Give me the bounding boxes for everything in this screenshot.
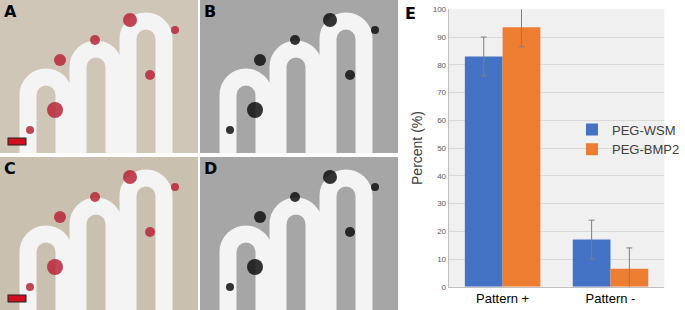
svg-text:50: 50 [437, 144, 446, 153]
svg-text:70: 70 [437, 88, 446, 97]
svg-text:Pattern +: Pattern + [476, 291, 529, 306]
svg-text:90: 90 [437, 33, 446, 42]
svg-text:0: 0 [442, 283, 447, 292]
svg-text:C: C [4, 159, 16, 178]
svg-text:Pattern -: Pattern - [586, 291, 636, 306]
svg-text:10: 10 [437, 255, 446, 264]
svg-text:A: A [4, 2, 17, 21]
svg-text:D: D [204, 159, 217, 178]
svg-text:100: 100 [433, 5, 447, 14]
svg-text:B: B [204, 2, 216, 21]
svg-text:PEG-BMP2: PEG-BMP2 [612, 142, 679, 157]
svg-text:Percent (%): Percent (%) [409, 111, 425, 185]
svg-text:30: 30 [437, 199, 446, 208]
svg-text:40: 40 [437, 172, 446, 181]
svg-text:E: E [405, 4, 416, 23]
svg-text:20: 20 [437, 227, 446, 236]
svg-text:80: 80 [437, 61, 446, 70]
svg-text:PEG-WSM: PEG-WSM [612, 123, 676, 138]
svg-text:60: 60 [437, 116, 446, 125]
